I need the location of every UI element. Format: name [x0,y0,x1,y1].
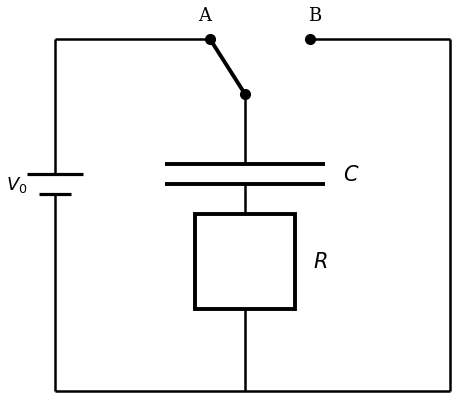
Text: $V_0$: $V_0$ [6,175,28,195]
Text: $R$: $R$ [313,252,328,272]
Text: B: B [309,7,322,25]
Text: $C$: $C$ [343,164,359,184]
Bar [195,214,295,309]
Text: A: A [199,7,211,25]
